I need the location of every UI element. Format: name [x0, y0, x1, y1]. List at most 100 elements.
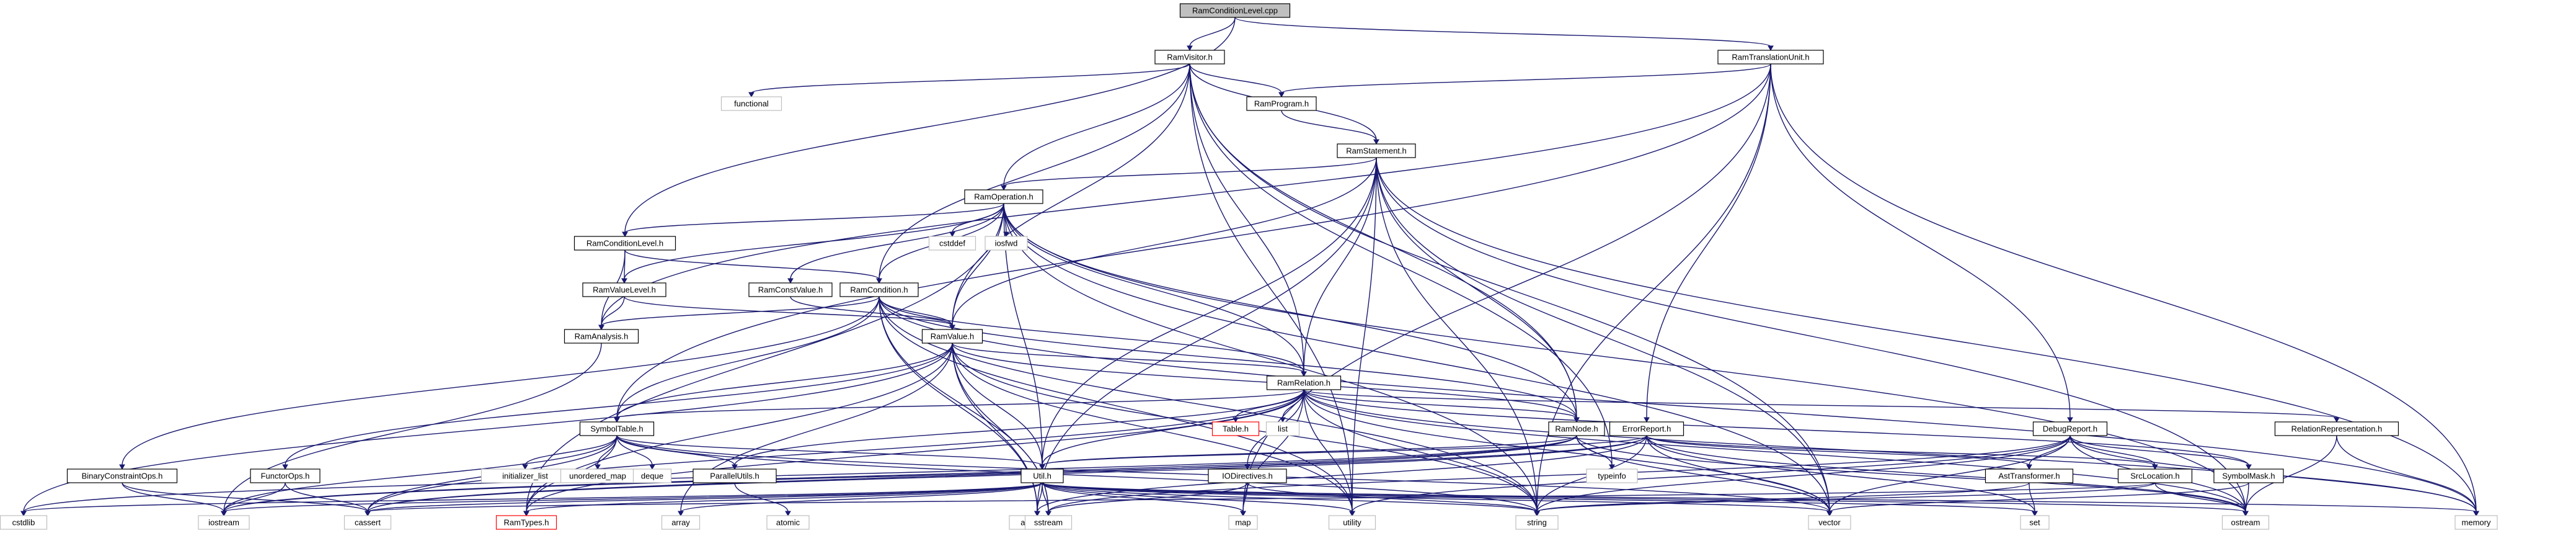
node-box-iodirectives: [1208, 468, 1287, 483]
node-ramcondition[interactable]: RamCondition.h: [839, 282, 919, 297]
arrowhead-srclocation-to-string: [1534, 511, 1540, 517]
node-utilh[interactable]: Util.h: [1020, 468, 1064, 483]
arrowhead-symbolmask-to-ostream: [2242, 511, 2249, 517]
arrowhead-ramconditionlevel-to-ramcondition: [876, 278, 882, 284]
edge-root-to-ramconditionlevel: [624, 17, 1236, 233]
node-ramvaluelevel[interactable]: RamValueLevel.h: [582, 282, 666, 297]
node-asttransformer[interactable]: AstTransformer.h: [1985, 468, 2074, 483]
node-label-asttransformer: AstTransformer.h: [1998, 472, 2060, 481]
node-functorops[interactable]: FunctorOps.h: [250, 468, 321, 483]
node-label-functional: functional: [734, 99, 769, 109]
edge-symbolmask-to-vector: [1829, 482, 2249, 513]
node-ramtypes[interactable]: RamTypes.h: [495, 515, 557, 530]
node-errorreport[interactable]: ErrorReport.h: [1609, 421, 1684, 436]
node-sstream: sstream: [1024, 515, 1073, 530]
edge-ramstatement-to-ostream: [1376, 157, 2246, 513]
node-ramnode[interactable]: RamNode.h: [1548, 421, 1605, 436]
node-debugreport[interactable]: DebugReport.h: [2032, 421, 2108, 436]
edge-ramoperation-to-ramconditionlevel: [624, 203, 1004, 233]
edge-ramvisitor-to-ramoperation: [1003, 63, 1190, 187]
node-label-ramprogram: RamProgram.h: [1254, 99, 1309, 109]
edge-ramoperation-to-utilh: [1003, 203, 1043, 466]
arrowhead-ramrelation-to-ramnode: [1573, 417, 1580, 423]
edge-utilh-to-ramtypes: [526, 482, 1043, 513]
edge-ramrelation-to-ramnode: [1303, 389, 1577, 419]
node-box-cstdlib: [0, 515, 48, 530]
node-root[interactable]: RamConditionLevel.cpp: [1179, 3, 1291, 18]
edge-ramprogram-to-ramstatement: [1281, 110, 1377, 141]
node-ramtranslationunit[interactable]: RamTranslationUnit.h: [1717, 50, 1824, 65]
node-label-set: set: [2029, 518, 2040, 527]
edge-iodirectives-to-string: [1247, 482, 1538, 513]
edge-ramcondition-to-string: [879, 296, 1538, 513]
node-box-set: [2020, 515, 2050, 530]
edge-relationrepresentation-to-memory: [2336, 435, 2477, 513]
edge-ramtranslationunit-to-ramanalysis: [601, 63, 1771, 326]
edge-ramvisitor-to-ramrelation: [1189, 63, 1304, 373]
node-label-map: map: [1235, 518, 1250, 527]
edge-utilh-to-cassert: [367, 482, 1043, 513]
node-vector: vector: [1808, 515, 1851, 530]
edge-utilh-to-utility: [1042, 482, 1353, 513]
node-label-iodirectives: IODirectives.h: [1222, 472, 1273, 481]
edge-ramcondition-to-binaryconstraintops: [122, 296, 880, 466]
node-ramstatement[interactable]: RamStatement.h: [1337, 143, 1416, 158]
node-relationrepresentation[interactable]: RelationRepresentation.h: [2274, 421, 2399, 436]
node-binaryconstraintops[interactable]: BinaryConstraintOps.h: [66, 468, 178, 483]
edge-ramstatement-to-ramoperation: [1003, 157, 1377, 187]
node-ramoperation[interactable]: RamOperation.h: [964, 189, 1043, 204]
node-tableh[interactable]: Table.h: [1211, 421, 1260, 436]
node-label-string: string: [1527, 518, 1547, 527]
node-ramconditionlevel[interactable]: RamConditionLevel.h: [573, 236, 676, 251]
node-iodirectives[interactable]: IODirectives.h: [1208, 468, 1287, 483]
node-label-cstdlib: cstdlib: [12, 518, 35, 527]
node-ramprogram[interactable]: RamProgram.h: [1246, 96, 1317, 111]
edge-ramvalue-to-array: [680, 343, 953, 513]
node-label-vector: vector: [1818, 518, 1841, 527]
node-box-deque: [632, 468, 672, 483]
arrowhead-ramvalue-to-ramrelation: [1301, 371, 1307, 377]
nodes-layer: RamConditionLevel.cpp RamVisitor.h RamTran…: [0, 3, 2498, 530]
node-box-cassert: [343, 515, 392, 530]
edge-ramtranslationunit-to-ramprogram: [1281, 63, 1771, 94]
node-label-ramoperation: RamOperation.h: [974, 192, 1033, 202]
edge-ramoperation-to-string: [1003, 203, 1538, 513]
node-ramvisitor[interactable]: RamVisitor.h: [1154, 50, 1225, 65]
arrowhead-ramoperation-to-ramconstvalue: [787, 278, 794, 284]
node-label-ramtypes: RamTypes.h: [504, 518, 549, 527]
node-ramvalue[interactable]: RamValue.h: [921, 329, 983, 344]
edge-ramtranslationunit-to-memory: [1770, 63, 2477, 513]
node-ramrelation[interactable]: RamRelation.h: [1266, 375, 1342, 390]
node-ramconstvalue[interactable]: RamConstValue.h: [748, 282, 833, 297]
edge-errorreport-to-cassert: [367, 435, 1647, 513]
edge-root-to-ramvisitor: [1189, 17, 1236, 47]
edge-srclocation-to-cassert: [367, 482, 2156, 513]
edge-utilh-to-sstream: [1042, 482, 1049, 513]
edge-ramrelation-to-relationrepresentation: [1303, 389, 2337, 419]
arrowhead-errorreport-to-utilh: [1039, 464, 1045, 470]
node-box-ramprogram: [1246, 96, 1317, 111]
edge-ramvalue-to-functorops: [285, 343, 953, 466]
node-symboltable[interactable]: SymbolTable.h: [579, 421, 655, 436]
node-label-list: list: [1278, 424, 1288, 434]
node-box-ramvisitor: [1154, 50, 1225, 65]
node-label-utility: utility: [1343, 518, 1361, 527]
node-ramanalysis[interactable]: RamAnalysis.h: [564, 329, 639, 344]
node-box-ramstatement: [1337, 143, 1416, 158]
edge-ramcondition-to-ramvalue: [879, 296, 953, 326]
edge-ramstatement-to-ramnode: [1376, 157, 1577, 419]
edge-ramvisitor-to-ramprogram: [1189, 63, 1282, 94]
edge-binaryconstraintops-to-iostream: [122, 482, 224, 513]
node-box-cstddef: [928, 236, 976, 251]
edge-symboltable-to-utilh: [616, 435, 1043, 466]
node-symbolmask[interactable]: SymbolMask.h: [2213, 468, 2284, 483]
edge-utilh-to-memory: [1042, 482, 2477, 513]
node-list: list: [1265, 421, 1300, 436]
node-label-parallelutils: ParallelUtils.h: [710, 472, 759, 481]
edge-utilh-to-iostream: [223, 482, 1043, 513]
node-srclocation[interactable]: SrcLocation.h: [2117, 468, 2193, 483]
edge-utilh-to-cstdlib: [23, 482, 1043, 513]
edge-ramnode-to-utilh: [1042, 435, 1577, 466]
edge-symboltable-to-deque: [616, 435, 653, 466]
node-parallelutils[interactable]: ParallelUtils.h: [693, 468, 777, 483]
